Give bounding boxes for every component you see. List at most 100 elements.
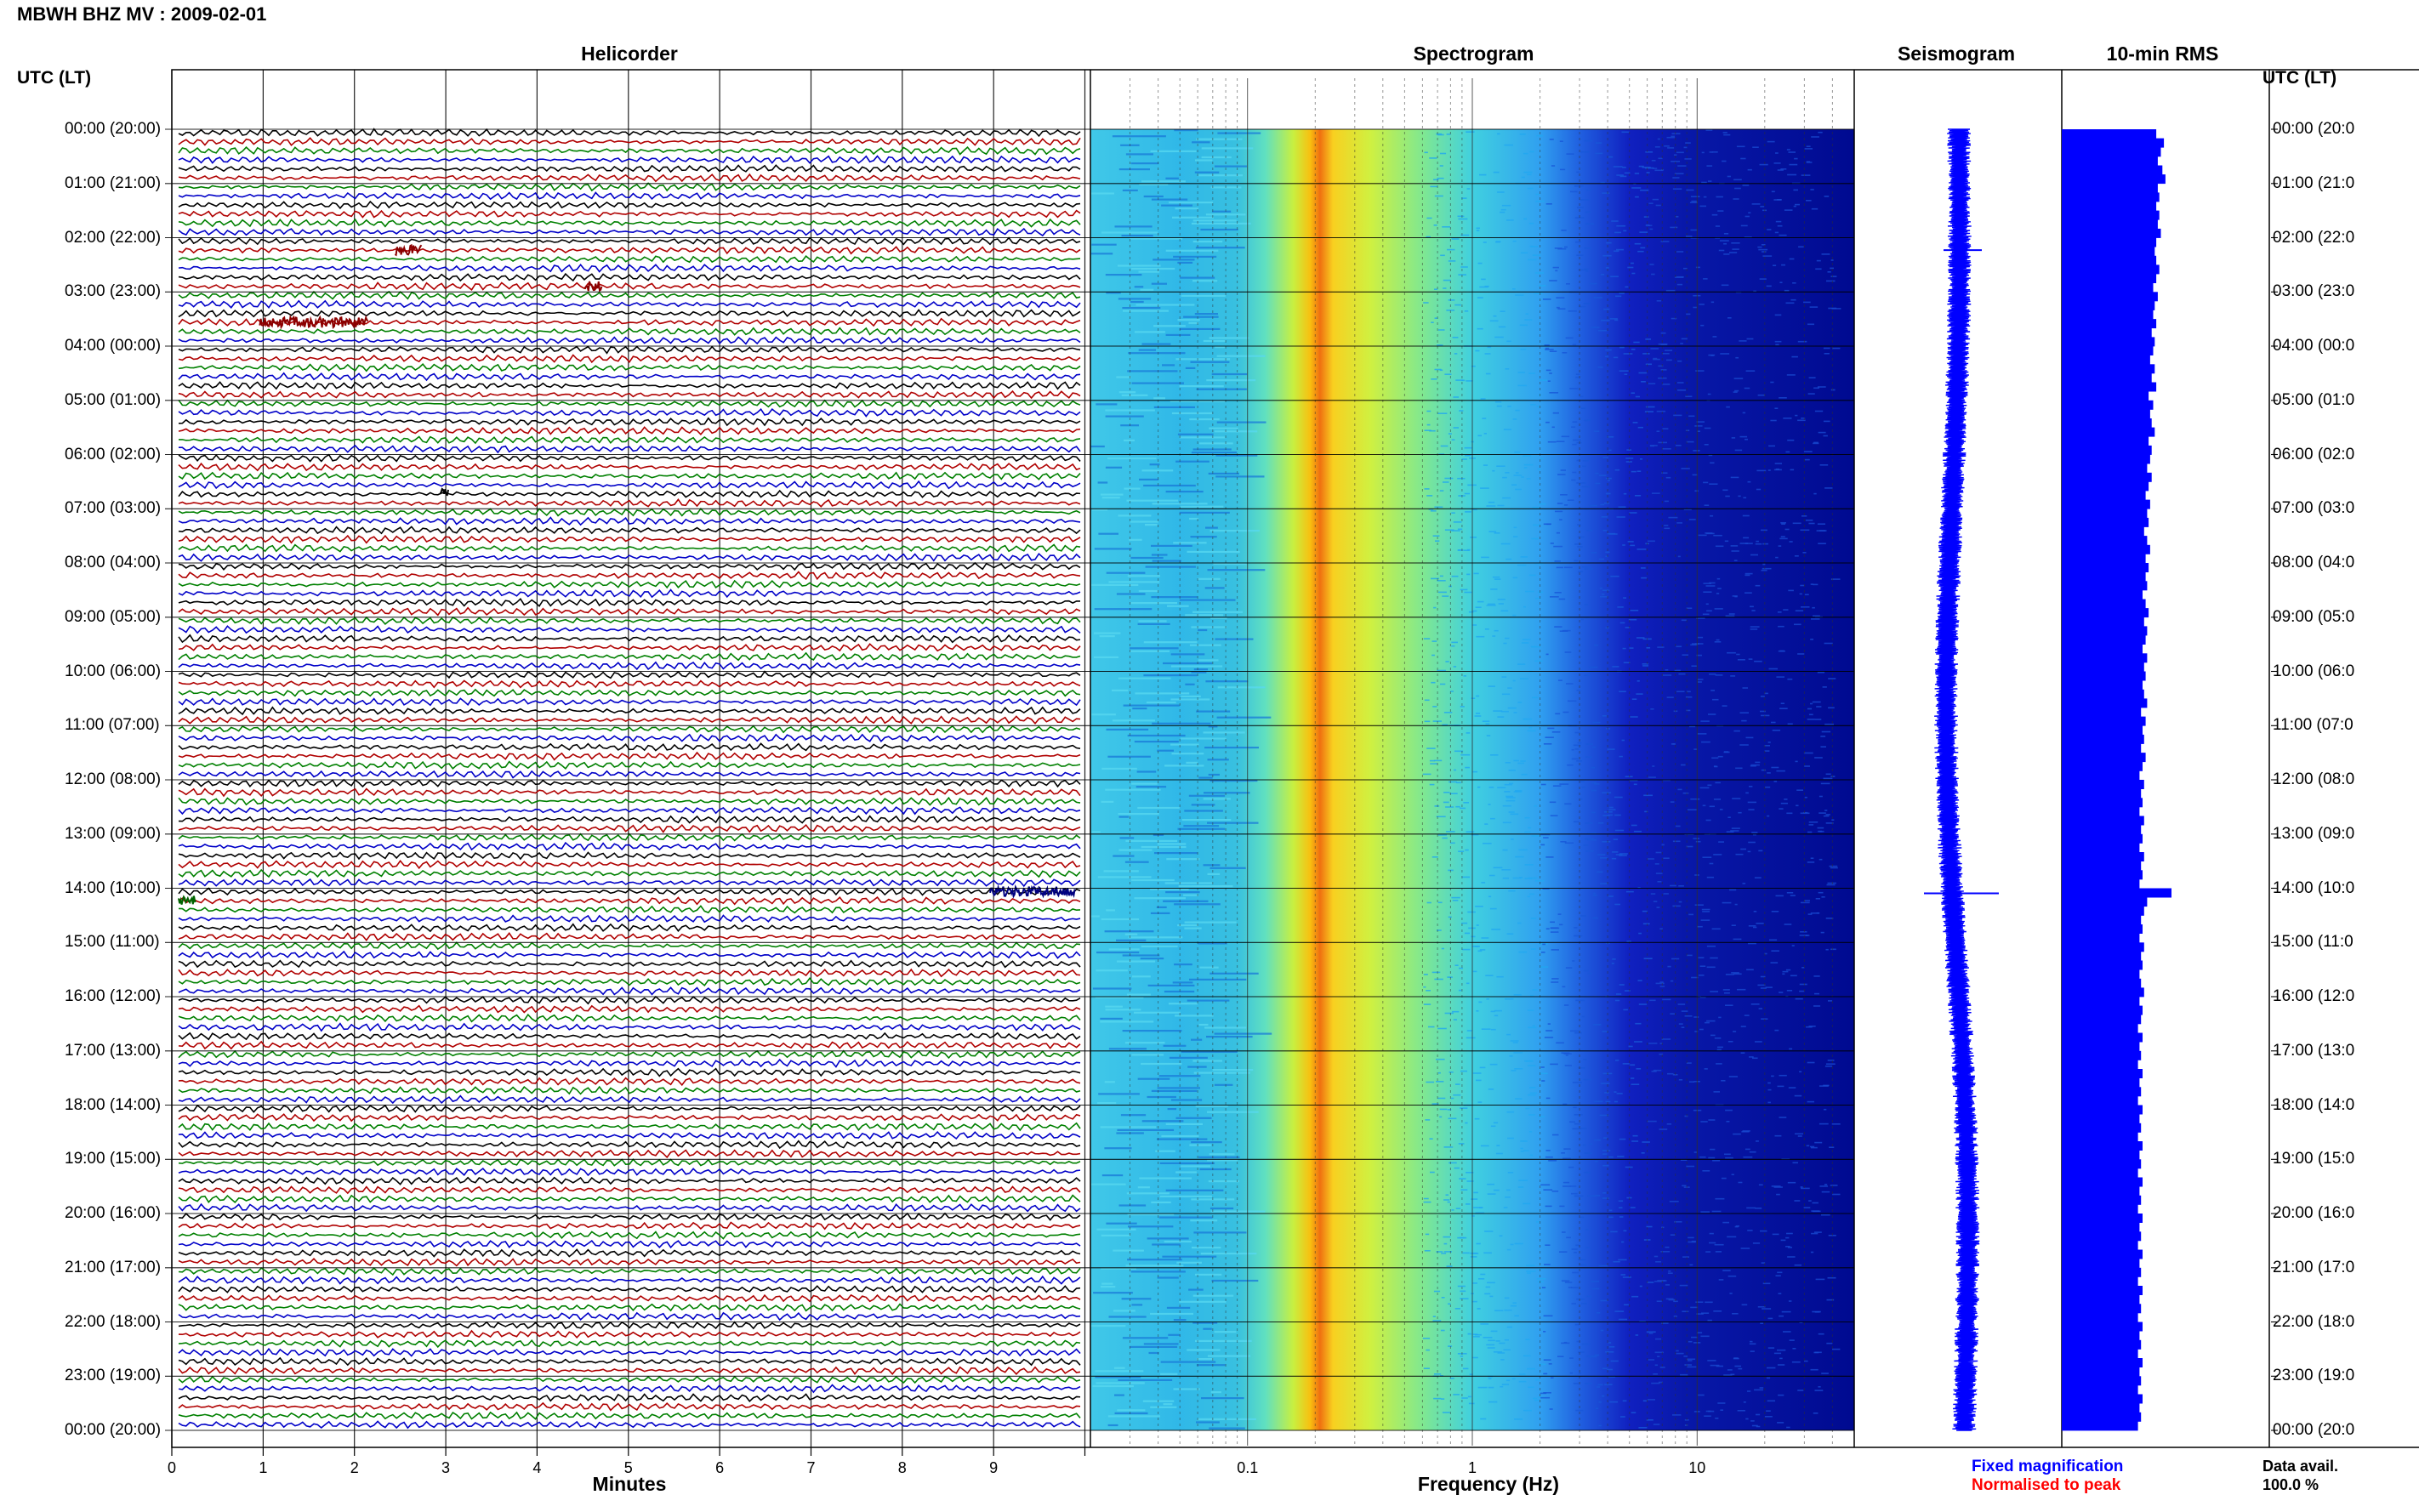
helicorder-trace	[178, 1168, 1081, 1177]
helicorder-trace	[178, 597, 1081, 607]
rms-bar	[2062, 400, 2154, 410]
time-label-left: 14:00 (10:00)	[65, 878, 162, 897]
helicorder-trace	[178, 173, 1081, 183]
seismogram-title: Seismogram	[1897, 43, 2016, 65]
helicorder-trace	[178, 372, 1081, 382]
helicorder-trace	[178, 697, 1081, 707]
rms-bar	[2062, 1367, 2140, 1377]
rms-bar	[2062, 346, 2154, 355]
rms-bar	[2062, 662, 2144, 672]
rms-bar	[2062, 1214, 2143, 1223]
helicorder-trace	[178, 444, 1081, 454]
time-label-left: 06:00 (02:00)	[65, 445, 162, 463]
helicorder-trace	[178, 787, 1081, 798]
time-label-right: 07:00 (03:0	[2273, 499, 2355, 518]
rms-bar	[2062, 798, 2143, 808]
helicorder-trace	[178, 923, 1081, 933]
helicorder-trace	[178, 1104, 1081, 1113]
helicorder-title: Helicorder	[581, 43, 678, 65]
helicorder-trace	[178, 1113, 1081, 1123]
rms-bar	[2062, 554, 2146, 564]
utc-label-left: UTC (LT)	[17, 68, 92, 88]
helicorder-trace	[178, 796, 1081, 806]
helicorder-trace	[178, 760, 1081, 770]
time-label-left: 07:00 (03:00)	[65, 499, 162, 518]
minute-ticks	[171, 1447, 1086, 1456]
rms-bar	[2062, 337, 2155, 347]
rms-bar	[2062, 1177, 2143, 1187]
rms-bar	[2062, 1384, 2138, 1395]
helicorder-trace	[178, 851, 1081, 861]
data-availability-value: 100.0 %	[2262, 1476, 2319, 1493]
rms-bar	[2062, 409, 2150, 419]
time-label-right: 20:00 (16:0	[2273, 1204, 2355, 1222]
rms-bar	[2062, 1231, 2142, 1242]
helicorder-trace	[178, 281, 1081, 291]
helicorder-trace	[178, 1049, 1081, 1060]
time-label-left: 16:00 (12:00)	[65, 987, 162, 1005]
hour-lines	[165, 128, 2278, 1431]
helicorder-trace	[178, 1158, 1081, 1167]
rms-bar	[2062, 544, 2150, 554]
helicorder-trace	[178, 770, 1081, 779]
rms-bar	[2062, 1259, 2140, 1269]
helicorder-trace	[178, 200, 1081, 210]
legend-normalised-to-peak: Normalised to peak	[1972, 1476, 2121, 1494]
rms-bar	[2062, 219, 2158, 230]
helicorder-event	[439, 487, 449, 497]
helicorder-trace	[178, 1032, 1081, 1041]
rms-bar	[2062, 626, 2148, 636]
helicorder-trace	[178, 1185, 1081, 1195]
rms-bars	[2062, 129, 2171, 1431]
helicorder-trace	[178, 426, 1081, 435]
rms-bar	[2062, 861, 2142, 871]
helicorder-trace	[178, 209, 1081, 219]
helicorder-trace	[178, 643, 1081, 652]
time-label-left: 13:00 (09:00)	[65, 824, 162, 843]
helicorder-traces	[178, 128, 1081, 1430]
helicorder-event	[178, 895, 196, 905]
helicorder-trace	[178, 399, 1081, 408]
helicorder-trace	[178, 543, 1081, 553]
rms-bar	[2062, 264, 2160, 275]
helicorder-trace	[178, 290, 1081, 300]
helicorder-trace	[178, 389, 1081, 400]
rms-bar	[2062, 1331, 2140, 1341]
helicorder-trace	[178, 778, 1081, 788]
rms-bar	[2062, 725, 2143, 736]
time-label-left: 02:00 (22:00)	[65, 228, 162, 247]
time-label-right: 14:00 (10:0	[2273, 878, 2355, 897]
rms-bar	[2062, 1095, 2138, 1106]
rms-bar	[2062, 183, 2158, 193]
minute-tick-label: 4	[532, 1459, 542, 1476]
helicorder-trace	[178, 1013, 1081, 1023]
rms-bar	[2062, 1069, 2143, 1078]
rms-bar	[2062, 978, 2142, 988]
rms-bar	[2062, 1412, 2142, 1422]
time-label-right: 06:00 (02:0	[2273, 445, 2355, 463]
time-label-left: 15:00 (11:00)	[65, 933, 160, 952]
helicorder-trace	[178, 1393, 1081, 1402]
seismogram-path	[1934, 128, 1980, 1431]
rms-bar	[2062, 382, 2157, 392]
rms-bar	[2062, 571, 2146, 582]
rms-bar	[2062, 1105, 2143, 1115]
rms-bar	[2062, 1322, 2143, 1332]
helicorder-trace	[178, 959, 1081, 969]
helicorder-trace	[178, 145, 1081, 156]
rms-bar	[2062, 806, 2140, 816]
helicorder-trace	[178, 1275, 1081, 1285]
helicorder-trace	[178, 309, 1081, 318]
rms-bar	[2062, 1240, 2138, 1250]
rms-bar	[2062, 716, 2146, 726]
rms-bar	[2062, 509, 2148, 519]
rms-bar	[2062, 463, 2148, 474]
rms-bar	[2062, 987, 2144, 998]
rms-bar	[2062, 753, 2146, 763]
rms-bar	[2062, 1141, 2143, 1151]
time-label-left: 12:00 (08:00)	[65, 770, 162, 788]
rms-bar	[2062, 372, 2152, 383]
minute-tick-label: 8	[897, 1459, 907, 1476]
frequency-tick-label: 10	[1688, 1459, 1706, 1476]
